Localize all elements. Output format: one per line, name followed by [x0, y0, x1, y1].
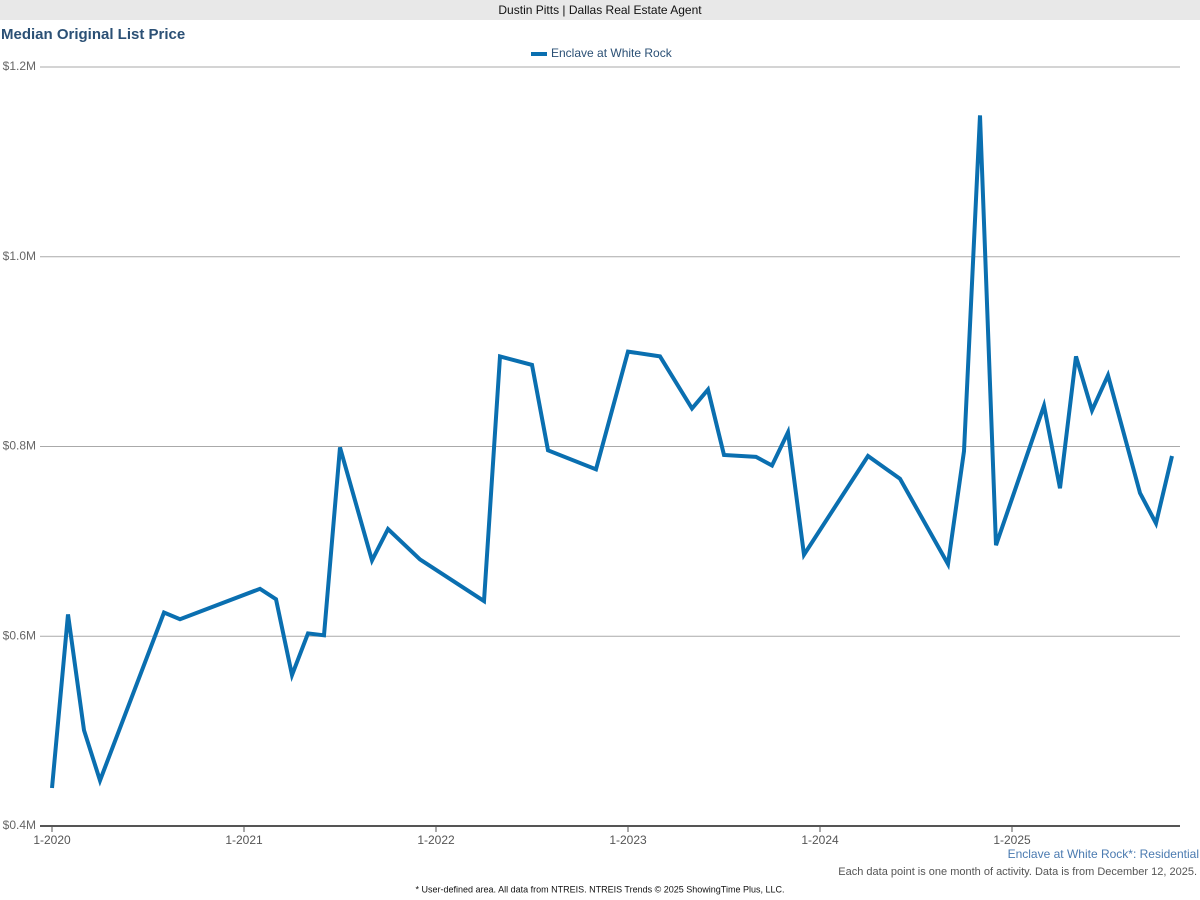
y-tick-label: $0.8M — [3, 439, 36, 453]
header-bar — [0, 0, 1200, 20]
x-tick-label: 1-2022 — [417, 833, 455, 847]
header: Dustin Pitts | Dallas Real Estate Agent — [498, 3, 702, 17]
legend-label: Enclave at White Rock — [551, 46, 673, 60]
x-tick-label: 1-2023 — [609, 833, 647, 847]
footer-source: * User-defined area. All data from NTREI… — [416, 884, 785, 894]
y-tick-label: $0.6M — [3, 628, 36, 642]
y-tick-label: $1.0M — [3, 249, 36, 263]
x-tick-label: 1-2024 — [801, 833, 839, 847]
series-line — [50, 115, 1174, 789]
footer-area: Enclave at White Rock*: Residential — [1008, 847, 1199, 861]
chart-title: Median Original List Price — [1, 26, 185, 43]
y-tick-label: $1.2M — [3, 59, 36, 73]
y-tick-label: $0.4M — [3, 818, 36, 832]
x-tick-label: 1-2020 — [33, 833, 71, 847]
x-tick-label: 1-2025 — [993, 833, 1031, 847]
x-tick-label: 1-2021 — [225, 833, 263, 847]
footer-note: Each data point is one month of activity… — [838, 866, 1197, 878]
